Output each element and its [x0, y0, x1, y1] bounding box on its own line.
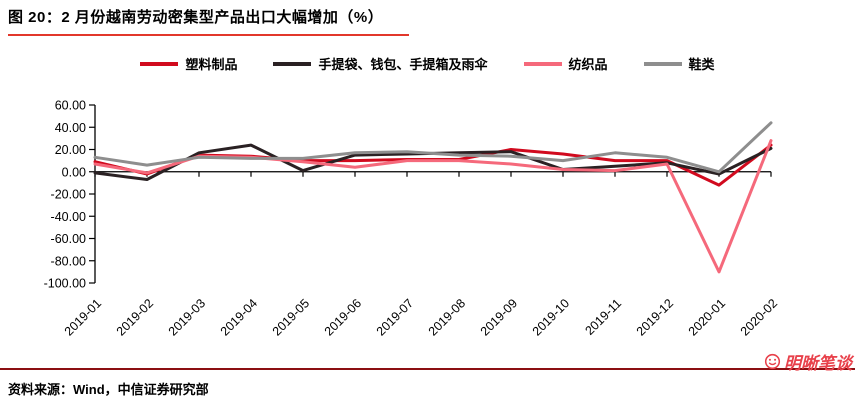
series-line-plastics	[93, 143, 773, 187]
legend-label-footwear: 鞋类	[688, 57, 715, 72]
legend-swatch-textiles	[523, 61, 562, 66]
y-axis-label: 60.00	[55, 99, 86, 113]
y-axis-label: 0.00	[62, 165, 86, 179]
y-axis-label: -100.00	[44, 277, 86, 291]
x-axis-label: 2019-12	[634, 296, 676, 338]
x-axis-label: 2019-06	[322, 296, 364, 338]
series-line-footwear	[93, 121, 773, 174]
legend-label-textiles: 纺织品	[568, 57, 608, 72]
x-axis-label: 2019-11	[582, 296, 624, 338]
x-axis-label: 2019-10	[530, 296, 572, 338]
y-axis-label: -60.00	[51, 232, 86, 246]
line-chart: 60.00 40.00 20.00 0.00 -20.00 -40.00 -60.00 -80…	[44, 99, 781, 339]
watermark-logo: 明晰笔谈	[764, 349, 852, 374]
legend-item-footwear: 鞋类	[643, 54, 715, 73]
legend-item-plastics: 塑料制品	[140, 54, 237, 73]
legend-swatch-bags-umbrellas	[273, 61, 312, 66]
x-axis-label: 2019-07	[374, 296, 416, 338]
legend-label-plastics: 塑料制品	[185, 57, 238, 72]
x-axis-label: 2020-02	[738, 296, 780, 338]
x-axis-label: 2019-05	[270, 296, 312, 338]
x-axis-label: 2019-03	[166, 296, 208, 338]
figure-title: 图 20：2 月份越南劳动密集型产品出口大幅增加（%）	[8, 6, 410, 36]
legend-item-bags-umbrellas: 手提袋、钱包、手提箱及雨伞	[273, 54, 488, 73]
x-axis-label: 2019-04	[218, 296, 260, 338]
smiley-face-icon	[764, 353, 781, 370]
legend-label-bags-umbrellas: 手提袋、钱包、手提箱及雨伞	[318, 57, 488, 72]
x-axis-label: 2019-08	[426, 296, 468, 338]
source-line: 资料来源：Wind，中信证券研究部	[8, 382, 209, 397]
series-line-bags-umbrellas	[93, 143, 773, 181]
legend-item-textiles: 纺织品	[523, 54, 608, 73]
legend-swatch-plastics	[140, 61, 179, 66]
y-axis-label: 20.00	[55, 143, 86, 157]
bottom-divider-rule	[0, 368, 855, 370]
chart-legend: 塑料制品 手提袋、钱包、手提箱及雨伞 纺织品 鞋类	[0, 54, 855, 73]
watermark-text: 明晰笔谈	[784, 354, 852, 373]
x-axis-label: 2020-01	[686, 296, 728, 338]
y-axis-label: -80.00	[51, 254, 86, 268]
x-axis-label: 2019-09	[478, 296, 520, 338]
y-axis-label: 40.00	[55, 121, 86, 135]
x-axis-label: 2019-01	[62, 296, 104, 338]
y-axis-label: -20.00	[51, 188, 86, 202]
legend-swatch-footwear	[643, 61, 682, 66]
x-axis-label: 2019-02	[114, 296, 156, 338]
y-axis-label: -40.00	[51, 210, 86, 224]
